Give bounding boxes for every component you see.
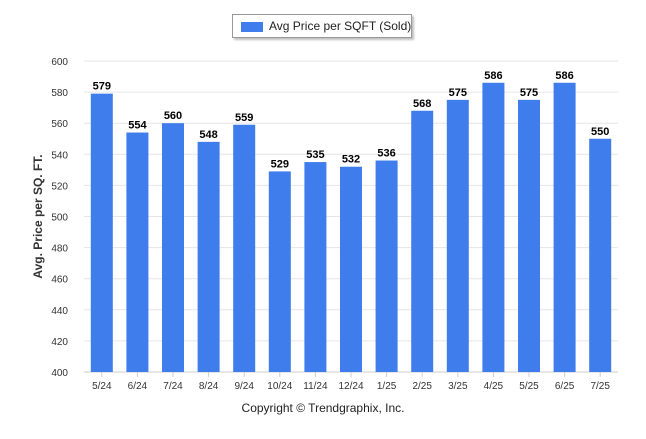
data-label: 586	[484, 70, 502, 82]
x-tick-label: 5/25	[519, 381, 539, 392]
y-tick-label: 520	[51, 181, 68, 192]
legend-label: Avg Price per SQFT (Sold)	[269, 19, 412, 33]
data-label: 575	[520, 87, 538, 99]
y-tick-label: 440	[51, 306, 68, 317]
y-axis-title: Avg. Price per SQ. FT.	[31, 154, 45, 278]
data-label: 532	[342, 154, 360, 166]
x-tick-label: 7/24	[163, 381, 183, 392]
x-tick-label: 2/25	[412, 381, 432, 392]
bar	[446, 99, 469, 372]
data-label: 529	[271, 158, 289, 170]
x-tick-label: 10/24	[267, 381, 292, 392]
legend-swatch	[241, 22, 263, 32]
bar	[197, 141, 220, 372]
legend: Avg Price per SQFT (Sold)	[232, 14, 412, 38]
data-label: 548	[199, 129, 217, 141]
data-label: 554	[128, 120, 147, 132]
data-label: 575	[449, 87, 467, 99]
bar	[268, 171, 291, 372]
x-tick-label: 5/24	[92, 381, 112, 392]
y-tick-label: 460	[51, 275, 68, 286]
y-tick-label: 600	[51, 57, 68, 68]
bar	[304, 162, 327, 372]
bar	[126, 132, 149, 372]
data-label: 536	[377, 148, 395, 160]
bar	[589, 138, 612, 372]
y-tick-label: 580	[51, 88, 68, 99]
copyright-text: Copyright © Trendgraphix, Inc.	[241, 401, 405, 415]
data-label: 559	[235, 112, 253, 124]
x-tick-label: 8/24	[199, 381, 219, 392]
bar	[90, 93, 113, 372]
bar	[375, 160, 398, 372]
x-tick-label: 11/24	[303, 381, 328, 392]
x-tick-label: 7/25	[590, 381, 610, 392]
y-tick-label: 560	[51, 119, 68, 130]
bar	[340, 166, 362, 372]
bar	[482, 82, 505, 373]
y-tick-label: 540	[51, 150, 68, 161]
data-label: 568	[413, 98, 431, 110]
data-label: 550	[591, 126, 609, 138]
data-label: 586	[555, 70, 573, 82]
y-tick-label: 420	[51, 337, 68, 348]
data-label: 579	[93, 81, 111, 93]
x-tick-label: 6/24	[128, 381, 148, 392]
bar	[411, 110, 434, 372]
x-tick-label: 12/24	[338, 381, 363, 392]
x-tick-label: 4/25	[484, 381, 504, 392]
x-tick-label: 6/25	[555, 381, 575, 392]
x-tick-label: 1/25	[377, 381, 397, 392]
data-label: 535	[306, 149, 324, 161]
bar	[553, 82, 576, 373]
bar	[162, 123, 184, 372]
y-tick-label: 400	[51, 368, 68, 379]
x-tick-label: 3/25	[448, 381, 468, 392]
bar	[233, 124, 256, 372]
y-tick-label: 500	[51, 213, 68, 224]
y-tick-label: 480	[51, 244, 68, 255]
bar	[518, 99, 540, 372]
x-tick-label: 9/24	[234, 381, 254, 392]
data-label: 560	[164, 110, 182, 122]
